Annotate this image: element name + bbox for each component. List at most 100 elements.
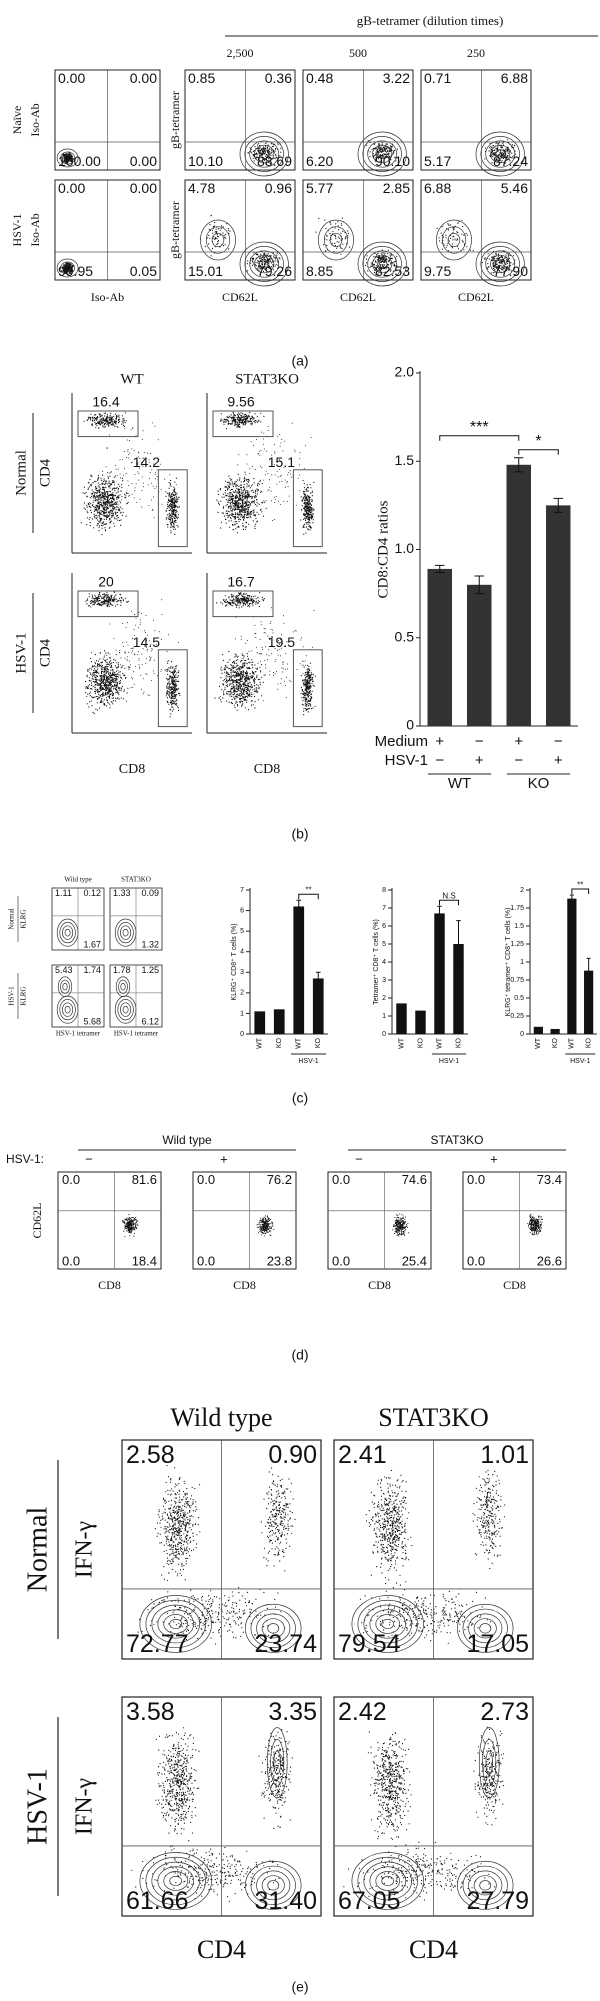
contour (57, 976, 73, 997)
row-label: Naïve (10, 106, 24, 135)
error-bar (569, 894, 574, 903)
event-dots (258, 1729, 293, 1830)
y-tick-label: 1.75 (510, 905, 524, 912)
contour (120, 1002, 132, 1017)
error-bar (514, 457, 524, 473)
plot-frame (302, 69, 414, 171)
error-bar (296, 899, 302, 914)
quadrant-value: 1.67 (83, 939, 101, 949)
contour (63, 154, 72, 162)
quadrant-value: 9.75 (424, 263, 451, 279)
event-dots (83, 412, 127, 429)
y-tick-label: 0.75 (510, 977, 524, 984)
contour (372, 144, 393, 164)
quadrant-value: 4.78 (188, 180, 215, 196)
contour (56, 995, 79, 1024)
y-tick-label: 0.25 (510, 1013, 524, 1020)
bar (415, 1010, 426, 1034)
contour (372, 254, 393, 274)
quadrant-value: 3.22 (383, 70, 410, 86)
quadrant-value: 1.25 (141, 965, 159, 975)
row-label: CD4 (37, 458, 53, 487)
quadrant-value: 5.68 (83, 1016, 101, 1026)
event-dots (216, 592, 266, 609)
contour (254, 254, 275, 274)
contour (120, 983, 126, 991)
contour (318, 219, 354, 261)
quadrant-value: 5.17 (424, 153, 451, 169)
column-label: STAT3KO (121, 876, 151, 884)
event-dots (102, 420, 177, 522)
quadrant-value: 0.0 (467, 1253, 485, 1268)
contour (122, 1005, 129, 1014)
x-tick-label: KO (455, 1037, 462, 1048)
x-axis-label: CD4 (197, 1935, 246, 1964)
x-axis-label: HSV-1 tetramer (56, 1030, 101, 1038)
significance-bracket (439, 899, 459, 906)
contour (244, 136, 284, 172)
group-label: HSV-1 (298, 1058, 318, 1065)
y-tick-label: 6 (382, 923, 386, 930)
significance-label: ** (305, 886, 311, 895)
contour (63, 264, 72, 272)
quadrant-value: 18.4 (132, 1253, 157, 1268)
y-tick-label: 1 (240, 1010, 244, 1017)
row-label: IFN-γ (72, 1520, 98, 1578)
quadrant-value: 81.6 (132, 1172, 157, 1187)
contour (56, 918, 79, 947)
quadrant-value: 1.33 (113, 888, 131, 898)
group-label: Wild type (162, 1133, 212, 1147)
contour (115, 976, 131, 997)
condition-sign: + (554, 752, 563, 769)
y-tick-label: 1.5 (395, 452, 415, 468)
group-label: HSV-1 (439, 1058, 459, 1065)
column-label: WT (120, 371, 143, 387)
quadrant-value: 88.69 (257, 153, 292, 169)
event-dots (367, 1731, 412, 1840)
y-tick-label: 0.5 (395, 628, 415, 644)
quadrant-value: 76.2 (267, 1172, 292, 1187)
contour (495, 149, 506, 159)
panel-caption: (c) (292, 1090, 308, 1106)
plot-frame (420, 179, 532, 281)
contour (139, 1852, 212, 1910)
contour (250, 1865, 296, 1905)
contour (377, 259, 388, 269)
contour (362, 136, 402, 172)
plot-frame (184, 179, 296, 281)
contour (261, 1875, 285, 1896)
contour (62, 983, 68, 991)
panel-caption: (d) (291, 1347, 308, 1363)
condition-sign: + (514, 733, 523, 750)
quadrant-value: 74.6 (402, 1172, 427, 1187)
group-label: WT (448, 775, 471, 792)
contour (462, 1865, 508, 1905)
contour (117, 999, 134, 1021)
row-label: IFN-γ (72, 1777, 98, 1835)
contour (375, 1871, 401, 1891)
contour (114, 918, 137, 947)
x-axis-label: CD62L (340, 290, 376, 304)
event-dots (85, 591, 130, 608)
dilution-label: 250 (467, 46, 485, 60)
contour (490, 254, 511, 274)
gate (292, 469, 323, 548)
contour (495, 259, 506, 269)
contour (381, 1875, 395, 1887)
contour (163, 1614, 189, 1634)
contour (273, 1750, 281, 1775)
panel-caption: (e) (291, 1979, 308, 1995)
y-tick-label: 2 (240, 990, 244, 997)
contour (381, 1618, 395, 1630)
event-dots (155, 1727, 200, 1848)
quadrant-value: 0.05 (130, 263, 157, 279)
quadrant-value: 8.85 (306, 263, 333, 279)
y-tick-label: 2 (382, 995, 386, 1002)
dilution-label: 500 (349, 46, 367, 60)
row-label: KLRG (20, 986, 28, 1005)
quadrant-value: 2.73 (480, 1698, 529, 1726)
contour (363, 1604, 412, 1644)
quadrant-value: 79.54 (338, 1630, 401, 1658)
